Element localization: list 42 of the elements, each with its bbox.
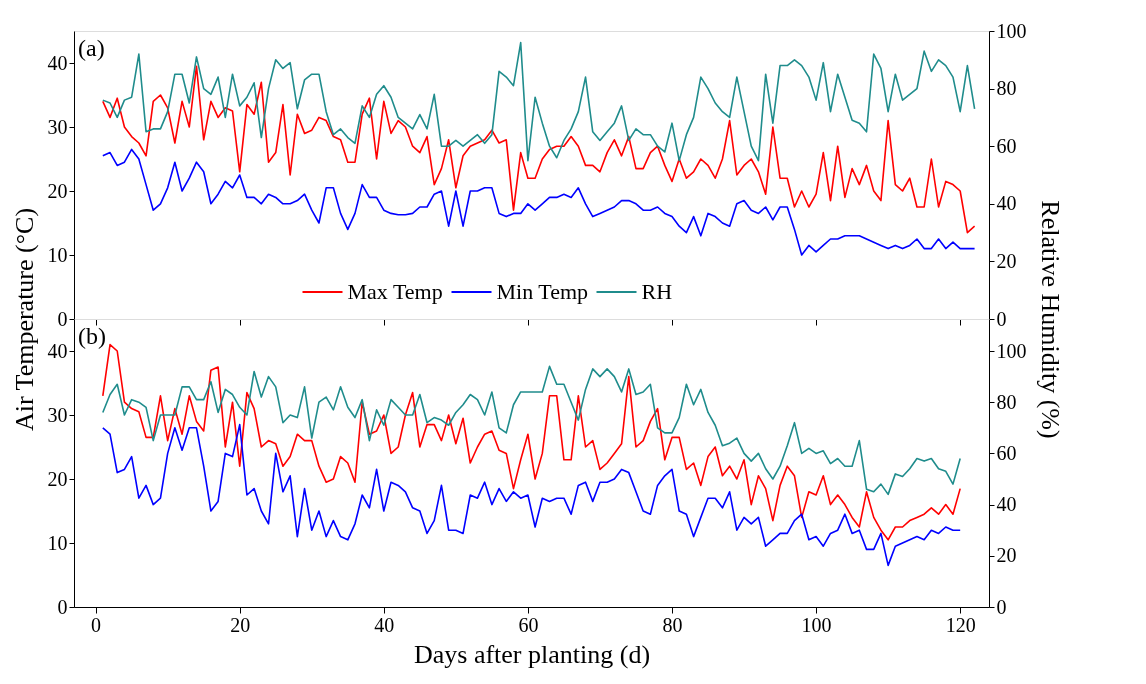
y2-tick-label: 60 xyxy=(996,441,1017,464)
y-tick-label: 0 xyxy=(57,307,68,330)
y2-tick-label: 60 xyxy=(996,134,1017,157)
y2-tick-label: 40 xyxy=(996,192,1017,215)
legend-label: RH xyxy=(641,279,673,304)
legend-label: Max Temp xyxy=(347,279,443,304)
y-tick-label: 20 xyxy=(47,179,68,202)
y2-tick-label: 80 xyxy=(996,77,1017,100)
x-tick-label: 80 xyxy=(662,613,683,636)
y2-tick-label: 40 xyxy=(996,493,1017,516)
y-tick-label: 10 xyxy=(47,243,68,266)
x-tick-label: 0 xyxy=(91,613,102,636)
y-tick-label: 40 xyxy=(47,339,68,362)
y-tick-label: 0 xyxy=(57,595,68,618)
y2-tick-label: 0 xyxy=(996,595,1007,618)
y-tick-label: 30 xyxy=(47,115,68,138)
annotation: (b) xyxy=(78,323,106,349)
x-tick-label: 20 xyxy=(230,613,251,636)
line-series xyxy=(102,65,976,234)
x-tick-label: 120 xyxy=(945,613,976,636)
y-tick-label: 10 xyxy=(47,531,68,554)
y2-tick-label: 80 xyxy=(996,390,1017,413)
annotation: (a) xyxy=(78,35,105,61)
x-axis-title: Days after planting (d) xyxy=(413,639,651,669)
x-tick-label: 60 xyxy=(518,613,539,636)
y2-tick-label: 20 xyxy=(996,544,1017,567)
y-axis-title: Air Temperature (°C) xyxy=(9,207,39,432)
line-series xyxy=(102,41,976,162)
line-series xyxy=(102,365,961,496)
x-tick-label: 40 xyxy=(374,613,395,636)
line-series xyxy=(102,423,961,567)
y2-tick-label: 0 xyxy=(996,307,1007,330)
y-tick-label: 40 xyxy=(47,51,68,74)
y2-tick-label: 100 xyxy=(996,339,1027,362)
y2-tick-label: 20 xyxy=(996,249,1017,272)
y-tick-label: 20 xyxy=(47,467,68,490)
y-tick-label: 30 xyxy=(47,403,68,426)
legend-label: Min Temp xyxy=(496,279,589,304)
line-series xyxy=(102,148,976,256)
x-tick-label: 100 xyxy=(801,613,832,636)
y2-axis-title: Relative Humidity (%) xyxy=(1035,200,1065,439)
y2-tick-label: 100 xyxy=(996,19,1027,42)
